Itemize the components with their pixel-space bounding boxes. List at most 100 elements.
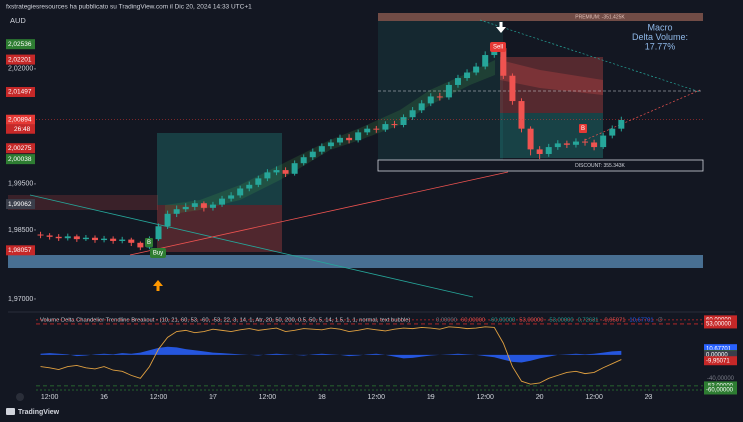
candle-body [327, 142, 334, 147]
candle-body [73, 236, 80, 240]
candle-body [355, 132, 362, 141]
delta-area [40, 346, 622, 363]
candle-body [309, 151, 316, 158]
candle-body [264, 172, 271, 179]
candle-body [55, 236, 62, 239]
candle-body [173, 209, 180, 214]
price-label-box [6, 86, 35, 97]
candle-body [609, 128, 616, 136]
indicator-value: -53,00000 [547, 318, 573, 324]
buy-arrow [153, 280, 163, 291]
buy-marker-label: B [147, 240, 151, 246]
candle-body [164, 213, 171, 227]
sell-marker-label: B [581, 126, 585, 132]
candle-body [591, 142, 598, 148]
x-tick-label: 18 [318, 394, 326, 401]
indicator-value: -9,95071 [603, 318, 626, 324]
x-tick-label: 16 [100, 394, 108, 401]
x-tick-label: 12:00 [150, 394, 168, 401]
candle-body [454, 78, 461, 85]
macro-label: Macro [647, 22, 672, 32]
candle-body [582, 141, 589, 143]
chandelier-band-red [500, 60, 603, 95]
candle-body [527, 128, 534, 150]
value-label: 53,00000 [706, 322, 732, 328]
settings-icon [16, 393, 24, 401]
macro-label: 17.77% [645, 41, 676, 51]
sell-marker [579, 124, 587, 133]
candle-body [563, 143, 570, 145]
candle-body [572, 141, 579, 145]
sell-tag-label: Sell [493, 45, 503, 51]
x-tick-label: 20 [536, 394, 544, 401]
price-label: 1,98057 [8, 247, 32, 254]
candle-body [282, 170, 289, 174]
y-tick-label: 2,02000 [8, 66, 33, 73]
candle-body [427, 96, 434, 104]
currency: AUD [10, 16, 26, 25]
price-label-box [6, 199, 35, 210]
support-band [8, 255, 703, 268]
candle-body [37, 234, 44, 236]
buy-tag-label: Buy [153, 251, 163, 257]
trendline [29, 194, 474, 298]
logo [6, 408, 15, 415]
candle-body [518, 101, 525, 129]
premium-label: PREMIUM: -351.425K [575, 14, 625, 20]
candle-body [155, 226, 162, 240]
candle-body [436, 96, 443, 98]
candle-body [119, 239, 126, 241]
candle-body [346, 137, 353, 141]
indicator-value: 0,00000 [436, 318, 457, 324]
sell-tag [490, 42, 506, 52]
candle-body [300, 157, 307, 164]
candle-body [110, 238, 117, 241]
trendline [129, 171, 509, 256]
indicator-value: -60,00000 [489, 318, 515, 324]
candle-body [418, 103, 425, 111]
price-label-box [6, 154, 35, 165]
countdown: 26:48 [14, 126, 31, 133]
price-label-box [6, 245, 35, 256]
candle-body [391, 124, 398, 126]
value-label-box [704, 385, 737, 395]
x-tick-label: 23 [645, 394, 653, 401]
sell-arrow [496, 22, 506, 33]
trendline [479, 19, 701, 93]
price-label: 2,02536 [8, 41, 32, 48]
candle-body [101, 238, 108, 241]
candle-body [128, 239, 135, 243]
candle-body [64, 236, 71, 239]
countdown-box [6, 124, 35, 134]
candle-body [618, 119, 625, 129]
value-label-box [704, 356, 737, 366]
candle-body [237, 188, 244, 196]
trendline [584, 89, 701, 141]
y-tick-label: 1,97000 [8, 296, 33, 303]
candle-body [536, 149, 543, 154]
indicator-value: 53,00000 [519, 318, 543, 324]
value-label: 0,00000 [706, 352, 728, 358]
candle-body [246, 184, 253, 189]
candle-body [318, 146, 325, 152]
x-tick-label: 12:00 [368, 394, 386, 401]
x-tick-label: 17 [209, 394, 217, 401]
macro-label: Delta Volume: [632, 32, 688, 42]
discount-label: DISCOUNT: 355.343K [575, 163, 625, 169]
candle-body [473, 66, 480, 73]
price-label-box [6, 39, 35, 50]
buy-tag [150, 248, 166, 258]
discount-zone [377, 159, 704, 172]
candle-body [46, 235, 53, 237]
candle-body [500, 48, 507, 76]
value-label: 10,67701 [706, 346, 732, 352]
candle-body [445, 84, 452, 98]
price-label: 2,02201 [8, 56, 32, 63]
candle-body [219, 198, 226, 205]
buy-marker [145, 238, 153, 247]
candle-body [382, 124, 389, 130]
indicator-value: 60,00000 [461, 318, 485, 324]
price-label: 1,99062 [8, 201, 32, 208]
